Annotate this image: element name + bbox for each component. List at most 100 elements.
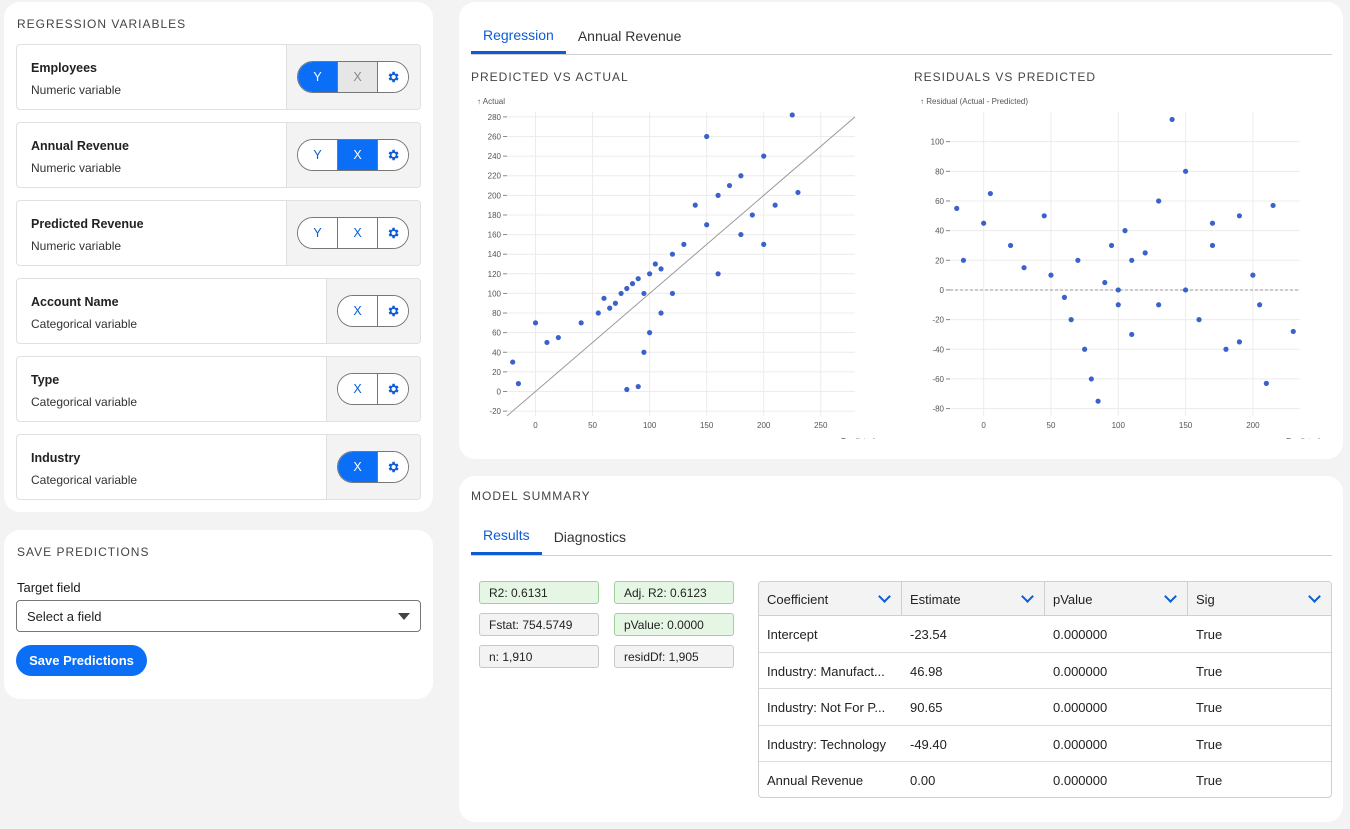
y-tick-label: 80 xyxy=(492,309,501,318)
data-point xyxy=(1182,287,1189,293)
data-point xyxy=(738,173,744,179)
save-predictions-button[interactable]: Save Predictions xyxy=(16,645,147,676)
model-tabs: Results Diagnostics xyxy=(471,518,1332,556)
table-cell: 0.000000 xyxy=(1053,773,1108,788)
variable-name: Type xyxy=(31,373,60,387)
gear-icon xyxy=(388,71,399,83)
y-tick-label: 0 xyxy=(940,286,945,295)
data-point xyxy=(795,189,801,196)
data-point xyxy=(1236,213,1243,219)
column-header-coefficient[interactable]: Coefficient xyxy=(759,582,902,615)
column-header-estimate[interactable]: Estimate xyxy=(902,582,1045,615)
data-point xyxy=(658,266,664,272)
y-tick-label: 160 xyxy=(488,231,502,240)
y-axis-label: ↑ Actual xyxy=(477,97,505,106)
variable-controls: X xyxy=(326,279,420,343)
role-toggle-group: Y X xyxy=(297,217,409,249)
data-point xyxy=(1209,242,1216,249)
table-row: Intercept -23.54 0.000000 True xyxy=(759,616,1331,653)
y-tick-label: 60 xyxy=(492,329,501,338)
x-toggle-button[interactable]: X xyxy=(338,296,378,326)
variable-row-employees: Employees Numeric variable Y X xyxy=(16,44,421,110)
data-point xyxy=(635,276,641,282)
tab-regression[interactable]: Regression xyxy=(471,18,566,54)
data-point xyxy=(624,285,630,292)
tab-results[interactable]: Results xyxy=(471,518,542,555)
y-tick-label: -20 xyxy=(932,316,944,325)
y-tick-label: 60 xyxy=(935,197,944,206)
data-point xyxy=(515,381,522,387)
y-tick-label: 240 xyxy=(488,152,502,161)
settings-gear-button[interactable] xyxy=(378,296,408,326)
variable-row-type: Type Categorical variable X xyxy=(16,356,421,422)
data-point xyxy=(1082,346,1088,352)
tab-diagnostics[interactable]: Diagnostics xyxy=(553,528,627,545)
settings-gear-button[interactable] xyxy=(378,140,408,170)
predicted-vs-actual-title: PREDICTED VS ACTUAL xyxy=(471,70,629,84)
column-header-pvalue[interactable]: pValue xyxy=(1045,582,1188,615)
data-point xyxy=(555,334,561,341)
variable-type: Categorical variable xyxy=(31,317,138,331)
data-point xyxy=(749,212,755,218)
data-point xyxy=(1021,265,1027,271)
table-cell: Industry: Technology xyxy=(767,736,886,752)
data-point xyxy=(618,290,624,297)
tab-annual-revenue[interactable]: Annual Revenue xyxy=(577,28,682,44)
data-point xyxy=(544,339,550,346)
data-point xyxy=(1122,228,1128,234)
r2-stat: R2: 0.6131 xyxy=(479,581,599,604)
table-cell: 0.000000 xyxy=(1053,736,1108,752)
table-cell: Industry: Manufact... xyxy=(767,663,885,679)
x-toggle-button[interactable]: X xyxy=(338,62,378,92)
variable-controls: Y X xyxy=(286,201,420,265)
x-toggle-button[interactable]: X xyxy=(338,218,378,248)
y-tick-label: 200 xyxy=(488,191,502,200)
data-point xyxy=(578,320,584,326)
role-toggle-group: X xyxy=(337,451,409,483)
regression-variables-panel: REGRESSION VARIABLES Employees Numeric v… xyxy=(4,2,433,512)
data-point xyxy=(1250,272,1256,278)
data-point xyxy=(647,271,653,277)
role-toggle-group: X xyxy=(337,373,409,405)
table-header: Coefficient Estimate pValue Sig xyxy=(759,582,1331,616)
y-toggle-button[interactable]: Y xyxy=(298,140,338,170)
data-point xyxy=(1048,272,1054,278)
table-cell: Intercept xyxy=(767,627,818,642)
x-tick-label: 250 xyxy=(814,421,828,430)
y-tick-label: -60 xyxy=(932,375,944,384)
y-toggle-button[interactable]: Y xyxy=(298,218,338,248)
variable-row-annual-revenue: Annual Revenue Numeric variable Y X xyxy=(16,122,421,188)
x-toggle-button[interactable]: X xyxy=(338,452,378,482)
x-toggle-button[interactable]: X xyxy=(338,374,378,404)
n-stat: n: 1,910 xyxy=(479,645,599,668)
table-row: Industry: Manufact... 46.98 0.000000 Tru… xyxy=(759,653,1331,689)
x-tick-label: 100 xyxy=(643,421,657,430)
regression-variables-title: REGRESSION VARIABLES xyxy=(17,17,187,31)
settings-gear-button[interactable] xyxy=(378,62,408,92)
data-point xyxy=(1108,242,1115,249)
settings-gear-button[interactable] xyxy=(378,374,408,404)
data-point xyxy=(532,320,539,326)
data-point xyxy=(1061,294,1068,300)
pvalue-stat: pValue: 0.0000 xyxy=(614,613,734,636)
chevron-down-icon xyxy=(1308,590,1321,603)
data-point xyxy=(1129,331,1135,338)
x-toggle-button[interactable]: X xyxy=(338,140,378,170)
data-point xyxy=(1115,302,1121,308)
table-row: Industry: Technology -49.40 0.000000 Tru… xyxy=(759,726,1331,762)
residdf-stat: residDf: 1,905 xyxy=(614,645,734,668)
gear-icon xyxy=(388,461,399,473)
y-toggle-button[interactable]: Y xyxy=(298,62,338,92)
settings-gear-button[interactable] xyxy=(378,452,408,482)
column-header-sig[interactable]: Sig xyxy=(1188,582,1331,615)
target-field-select[interactable]: Select a field xyxy=(16,600,421,632)
table-cell: True xyxy=(1196,773,1223,788)
y-axis-label: ↑ Residual (Actual - Predicted) xyxy=(920,97,1028,106)
settings-gear-button[interactable] xyxy=(378,218,408,248)
data-point xyxy=(1142,250,1148,256)
data-point xyxy=(641,290,647,297)
x-axis-label: Predicted → xyxy=(1286,437,1330,439)
data-point xyxy=(1102,279,1108,286)
x-tick-label: 50 xyxy=(588,421,597,430)
data-point xyxy=(629,281,636,287)
